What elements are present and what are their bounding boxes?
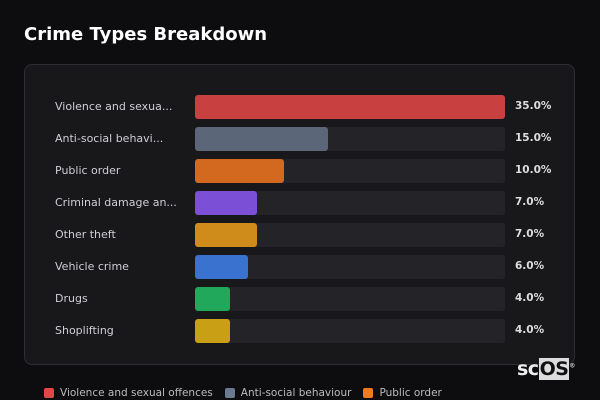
- bar-row: Shoplifting 4.0%: [25, 319, 574, 343]
- logo: scOS®: [517, 358, 575, 380]
- value-label: 35.0%: [515, 100, 552, 112]
- category-label: Violence and sexua...: [55, 100, 173, 113]
- value-label: 7.0%: [515, 228, 545, 240]
- category-label: Drugs: [55, 292, 88, 305]
- category-label: Vehicle crime: [55, 260, 129, 273]
- bar-row: Violence and sexua... 35.0%: [25, 95, 574, 119]
- legend-swatch: [44, 388, 54, 398]
- legend: Violence and sexual offences Anti-social …: [44, 387, 442, 399]
- bar-row: Drugs 4.0%: [25, 287, 574, 311]
- legend-item[interactable]: Anti-social behaviour: [224, 387, 352, 399]
- bar-row: Criminal damage an... 7.0%: [25, 191, 574, 215]
- value-label: 4.0%: [515, 324, 545, 336]
- bar-row: Other theft 7.0%: [25, 223, 574, 247]
- bar-track: [195, 127, 505, 151]
- value-label: 6.0%: [515, 260, 545, 272]
- bar-track: [195, 159, 505, 183]
- bar[interactable]: [195, 95, 505, 119]
- value-label: 7.0%: [515, 196, 545, 208]
- bar[interactable]: [195, 255, 249, 279]
- legend-label: Public order: [379, 387, 442, 399]
- category-label: Criminal damage an...: [55, 196, 177, 209]
- bar-track: [195, 287, 505, 311]
- logo-text: sc: [517, 358, 539, 380]
- bar[interactable]: [195, 287, 231, 311]
- bar[interactable]: [195, 223, 257, 247]
- bar-track: [195, 255, 505, 279]
- value-label: 4.0%: [515, 292, 545, 304]
- category-label: Shoplifting: [55, 324, 114, 337]
- bar-row: Vehicle crime 6.0%: [25, 255, 574, 279]
- legend-swatch: [363, 388, 374, 398]
- bar[interactable]: [195, 319, 231, 343]
- page-title: Crime Types Breakdown: [24, 24, 268, 45]
- legend-item[interactable]: Public order: [363, 387, 442, 399]
- value-label: 10.0%: [515, 164, 552, 176]
- bar-track: [195, 95, 505, 119]
- chart-card: Violence and sexua... 35.0% Anti-social b…: [24, 64, 575, 365]
- bar-track: [195, 223, 505, 247]
- legend-item[interactable]: Violence and sexual offences: [44, 387, 213, 399]
- legend-label: Violence and sexual offences: [60, 387, 213, 399]
- bar[interactable]: [195, 191, 257, 215]
- bar-track: [195, 191, 505, 215]
- value-label: 15.0%: [515, 132, 552, 144]
- category-label: Anti-social behavi...: [55, 132, 164, 145]
- legend-label: Anti-social behaviour: [240, 387, 352, 399]
- logo-text-box: OS: [538, 358, 570, 380]
- bar[interactable]: [195, 127, 328, 151]
- legend-swatch: [224, 388, 235, 398]
- category-label: Other theft: [55, 228, 116, 241]
- category-label: Public order: [55, 164, 121, 177]
- bar-row: Anti-social behavi... 15.0%: [25, 127, 574, 151]
- bar[interactable]: [195, 159, 284, 183]
- bar-track: [195, 319, 505, 343]
- bar-row: Public order 10.0%: [25, 159, 574, 183]
- logo-registered-mark: ®: [569, 362, 575, 370]
